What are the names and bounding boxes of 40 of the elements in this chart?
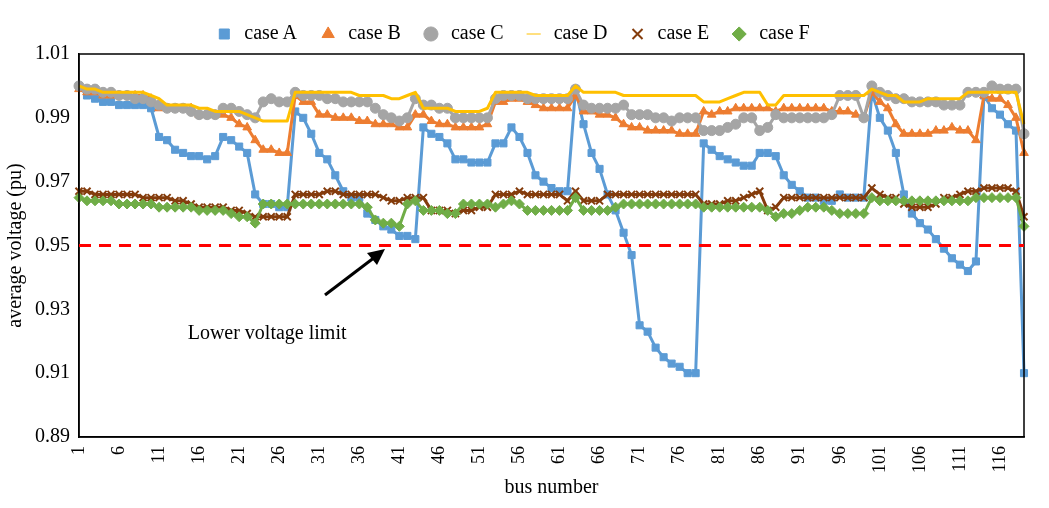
y-tick-label: 0.95	[35, 232, 70, 255]
y-axis-title: average voltage (pu)	[3, 163, 27, 328]
x-tick-label: 111	[948, 446, 969, 472]
x-tick-label: 61	[548, 446, 569, 464]
x-tick-label: 81	[708, 446, 729, 464]
x-tick-label: 36	[348, 446, 369, 464]
legend-label: case A	[244, 21, 298, 44]
legend-label: case C	[450, 21, 504, 44]
y-tick-label: 0.99	[35, 105, 70, 128]
legend-label: case F	[759, 21, 810, 44]
y-tick-label: 1.01	[35, 41, 70, 64]
y-tick-label: 0.91	[35, 360, 70, 383]
y-tick-label: 0.97	[35, 168, 70, 191]
y-tick-label: 0.93	[35, 296, 70, 319]
x-tick-label: 56	[508, 446, 529, 464]
legend-label: case E	[657, 21, 710, 44]
y-tick-label: 0.89	[35, 424, 70, 447]
x-tick-label: 96	[828, 446, 849, 464]
x-tick-label: 16	[187, 446, 208, 464]
x-tick-label: 101	[868, 446, 889, 473]
x-tick-label: 21	[227, 446, 248, 464]
x-tick-label: 51	[468, 446, 489, 464]
x-tick-label: 26	[267, 446, 288, 464]
x-tick-label: 106	[908, 446, 929, 473]
x-tick-label: 86	[748, 446, 769, 464]
x-tick-label: 71	[628, 446, 649, 464]
x-tick-label: 11	[147, 446, 168, 464]
x-tick-label: 91	[788, 446, 809, 464]
x-tick-label: 76	[668, 446, 689, 464]
x-tick-label: 6	[107, 446, 128, 455]
x-tick-label: 1	[67, 446, 88, 455]
x-tick-label: 116	[988, 446, 1009, 473]
x-tick-label: 31	[307, 446, 328, 464]
x-tick-label: 46	[428, 446, 449, 464]
legend-label: case D	[553, 21, 608, 44]
annotation: Lower voltage limit	[187, 320, 347, 344]
legend-label: case B	[348, 21, 401, 44]
x-tick-label: 41	[388, 446, 409, 464]
x-axis-title: bus number	[504, 475, 599, 498]
x-tick-label: 66	[588, 446, 609, 464]
